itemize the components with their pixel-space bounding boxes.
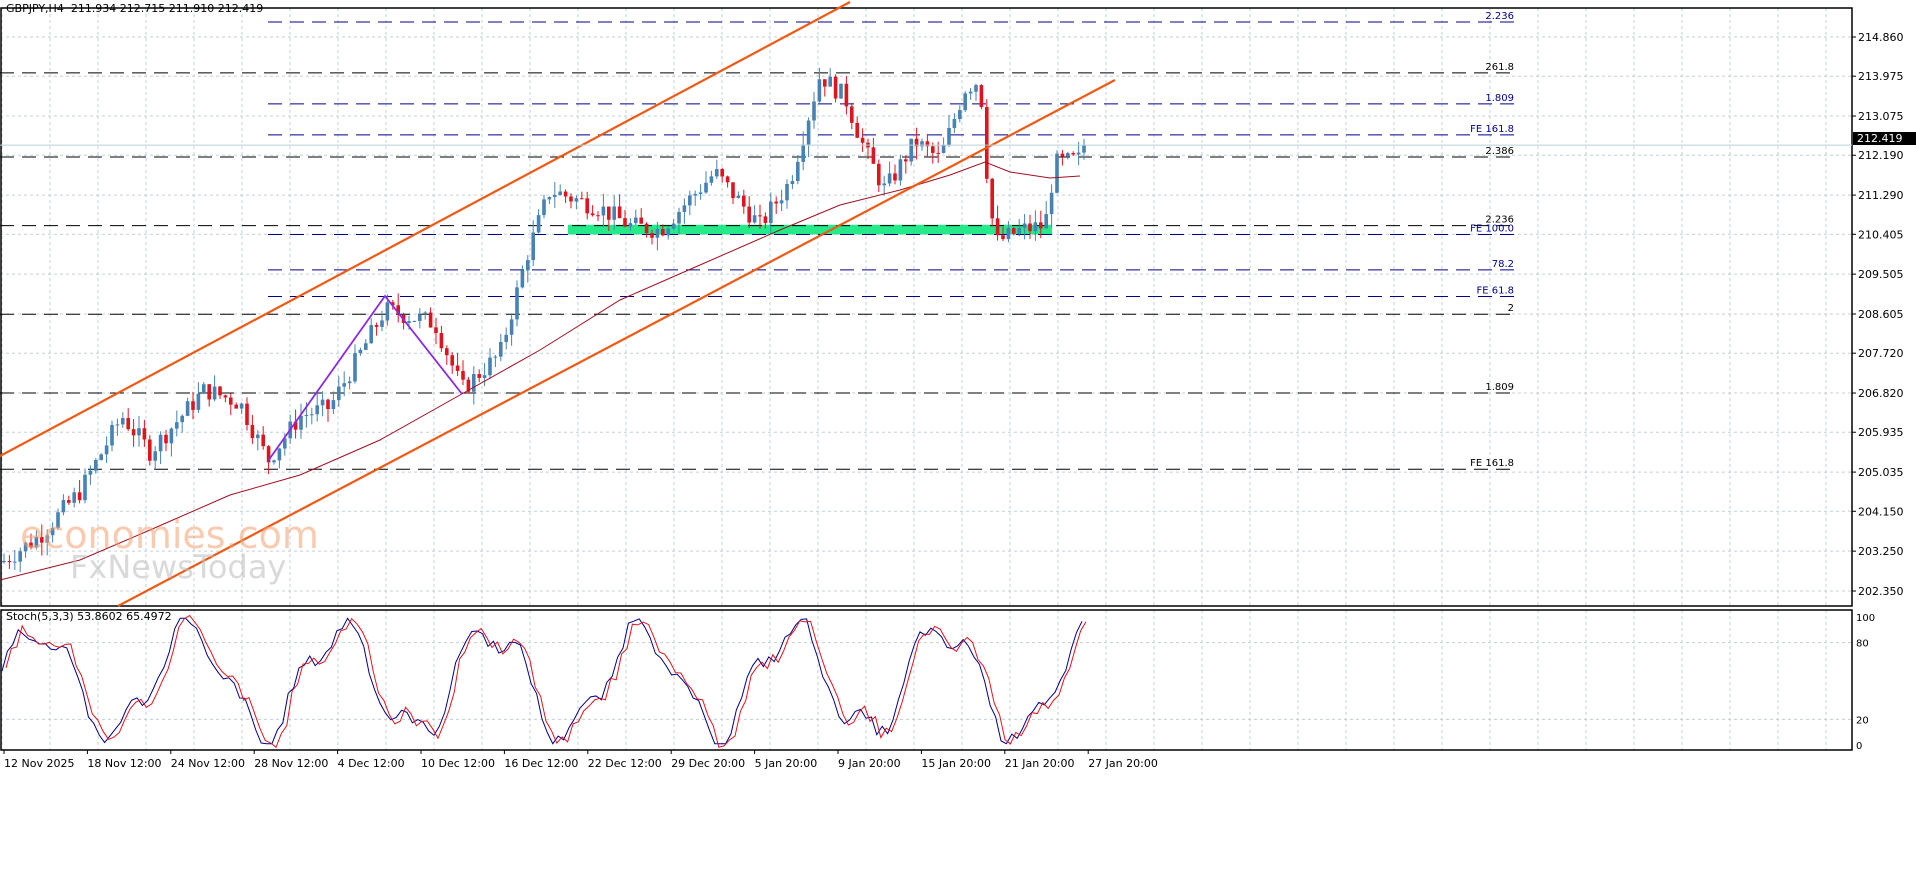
channel-lower-line[interactable] [117, 79, 1116, 607]
svg-text:12 Nov 2025: 12 Nov 2025 [4, 757, 74, 770]
stoch-pane-frame [0, 609, 1853, 751]
svg-text:205.035: 205.035 [1858, 466, 1904, 479]
symbol-ohlc-header: GBPJPY,H4 211.934 212.715 211.910 212.41… [6, 2, 264, 15]
svg-text:24 Nov 12:00: 24 Nov 12:00 [171, 757, 245, 770]
fib-level-label: 2 [1508, 303, 1514, 314]
stoch-main-line [1, 617, 1083, 745]
svg-text:20: 20 [1856, 715, 1869, 726]
fib-level-label: 1.809 [1485, 93, 1514, 104]
fib-level-label: FE 161.8 [1470, 458, 1514, 469]
svg-text:4 Dec 12:00: 4 Dec 12:00 [338, 757, 405, 770]
stoch-signal-line [5, 614, 1087, 749]
svg-text:207.720: 207.720 [1858, 347, 1904, 360]
svg-text:213.975: 213.975 [1858, 70, 1904, 83]
svg-text:18 Nov 12:00: 18 Nov 12:00 [87, 757, 161, 770]
main-pane-frame [0, 7, 1853, 607]
svg-text:9 Jan 20:00: 9 Jan 20:00 [838, 757, 901, 770]
price-axis: 214.860 213.975 213.075 212.190 211.290 210.4… [1852, 31, 1904, 752]
svg-text:29 Dec 20:00: 29 Dec 20:00 [671, 757, 745, 770]
watermark-fxnewstoday: FxNewsToday [70, 548, 286, 586]
svg-text:10 Dec 12:00: 10 Dec 12:00 [421, 757, 495, 770]
svg-text:205.935: 205.935 [1858, 426, 1904, 439]
fib-level-label: 1.809 [1485, 382, 1514, 393]
fib-level-label: FE 61.8 [1476, 286, 1514, 297]
time-axis: 12 Nov 2025 18 Nov 12:00 24 Nov 12:00 28 No… [3, 750, 1158, 770]
svg-text:16 Dec 12:00: 16 Dec 12:00 [504, 757, 578, 770]
stochastic-label: Stoch(5,3,3) 53.8602 65.4972 [6, 610, 172, 623]
fib-level-label: 261.8 [1485, 62, 1514, 73]
channel-upper-line[interactable] [0, 1, 851, 457]
svg-text:202.350: 202.350 [1858, 585, 1904, 598]
fib-level-label: 2.386 [1485, 146, 1514, 157]
svg-text:210.405: 210.405 [1858, 228, 1904, 241]
svg-text:204.150: 204.150 [1858, 505, 1904, 518]
svg-text:28 Nov 12:00: 28 Nov 12:00 [254, 757, 328, 770]
svg-text:22 Dec 12:00: 22 Dec 12:00 [588, 757, 662, 770]
svg-text:100: 100 [1856, 613, 1875, 624]
grid [0, 8, 1852, 750]
moving-average-line [0, 161, 1081, 581]
svg-text:15 Jan 20:00: 15 Jan 20:00 [921, 757, 991, 770]
svg-text:213.075: 213.075 [1858, 110, 1904, 123]
svg-text:5 Jan 20:00: 5 Jan 20:00 [755, 757, 818, 770]
svg-text:203.250: 203.250 [1858, 545, 1904, 558]
support-zone[interactable] [568, 224, 1052, 235]
current-price-tag: 212.419 [1853, 132, 1916, 145]
fib-level-label: FE 161.8 [1470, 124, 1514, 135]
watermark-economies: economies.com [20, 513, 319, 557]
fib-level-label: 2.236 [1485, 215, 1514, 226]
fib-level-label: 78.2 [1492, 259, 1514, 270]
svg-text:80: 80 [1856, 639, 1869, 650]
svg-text:27 Jan 20:00: 27 Jan 20:00 [1088, 757, 1158, 770]
svg-text:21 Jan 20:00: 21 Jan 20:00 [1005, 757, 1075, 770]
fib-level-label: FE 100.0 [1470, 224, 1514, 235]
svg-text:206.820: 206.820 [1858, 387, 1904, 400]
svg-text:0: 0 [1856, 741, 1862, 752]
svg-text:209.505: 209.505 [1858, 268, 1904, 281]
fib-level-label: 2.236 [1485, 11, 1514, 22]
svg-text:214.860: 214.860 [1858, 31, 1904, 44]
svg-text:212.190: 212.190 [1858, 149, 1904, 162]
svg-text:211.290: 211.290 [1858, 189, 1904, 202]
candlesticks [2, 68, 1086, 573]
wave-pattern-line[interactable] [267, 294, 463, 462]
svg-text:208.605: 208.605 [1858, 308, 1904, 321]
